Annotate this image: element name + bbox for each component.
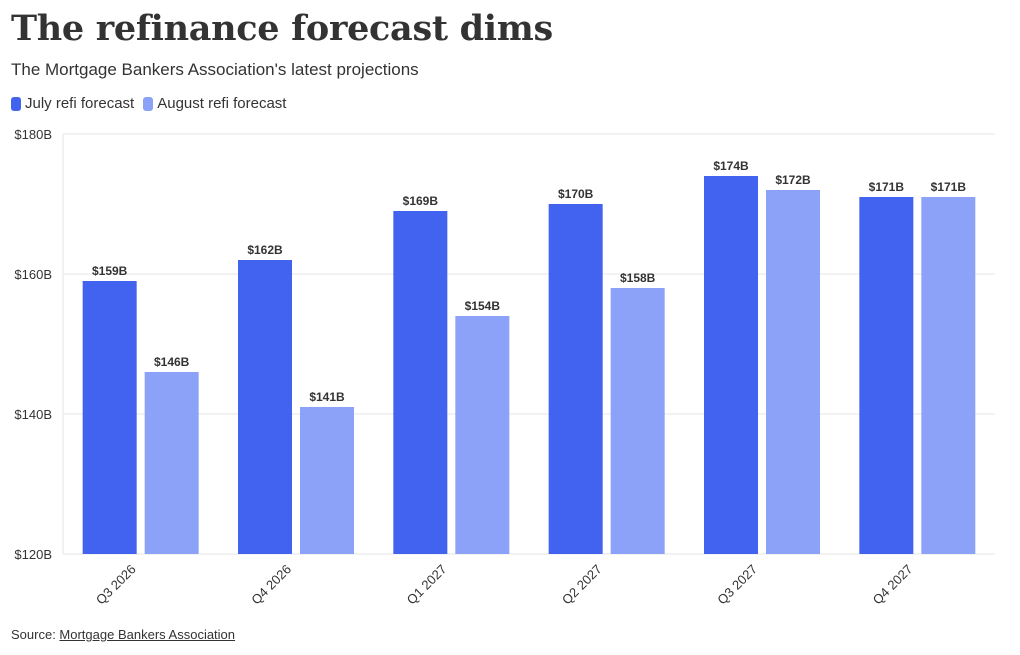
legend-label-july: July refi forecast <box>25 95 135 112</box>
bar <box>300 407 354 554</box>
bar-chart: $120B $140B $160B $180B $159B $146B Q3 2026 $16… <box>14 127 995 608</box>
chart-subtitle: The Mortgage Bankers Association's lates… <box>11 60 419 79</box>
legend: July refi forecast August refi forecast <box>11 95 295 112</box>
bar <box>455 316 510 554</box>
data-label: $146B <box>154 355 190 369</box>
data-label: $154B <box>465 299 501 313</box>
data-label: $159B <box>92 264 128 278</box>
bar <box>238 260 292 554</box>
data-label: $162B <box>247 243 283 257</box>
x-tick-label: Q4 2026 <box>248 562 294 608</box>
data-label: $170B <box>558 187 594 201</box>
x-tick-label: Q2 2027 <box>559 562 605 608</box>
chart-title: The refinance forecast dims <box>11 8 553 49</box>
x-tick-label: Q4 2027 <box>870 562 916 608</box>
legend-swatch-july <box>11 96 21 111</box>
y-tick-label: $160B <box>14 267 52 282</box>
bar <box>610 288 665 554</box>
source-note: Source: Mortgage Bankers Association <box>11 627 235 642</box>
y-tick-label: $140B <box>14 407 52 422</box>
bar <box>921 197 976 554</box>
x-tick-label: Q3 2027 <box>714 562 760 608</box>
bar <box>393 211 448 554</box>
legend-item-july: July refi forecast <box>11 95 134 112</box>
data-label: $141B <box>309 390 345 404</box>
x-tick-label: Q3 2026 <box>93 562 139 608</box>
x-tick-label: Q1 2027 <box>404 562 450 608</box>
bar <box>82 281 137 554</box>
data-label: $158B <box>620 271 656 285</box>
bar <box>766 190 820 554</box>
bar <box>859 197 914 554</box>
bar <box>704 176 758 554</box>
legend-item-august: August refi forecast <box>143 95 286 112</box>
data-label: $171B <box>869 180 905 194</box>
data-label: $174B <box>713 159 749 173</box>
data-label: $172B <box>775 173 811 187</box>
y-tick-label: $120B <box>14 547 52 562</box>
legend-label-august: August refi forecast <box>157 95 287 112</box>
bar <box>144 372 199 554</box>
source-prefix: Source: <box>11 627 60 642</box>
source-link[interactable]: Mortgage Bankers Association <box>59 627 236 642</box>
bar <box>548 204 603 554</box>
data-label: $171B <box>931 180 967 194</box>
legend-swatch-august <box>143 96 154 111</box>
data-label: $169B <box>403 194 439 208</box>
y-tick-label: $180B <box>14 127 52 142</box>
